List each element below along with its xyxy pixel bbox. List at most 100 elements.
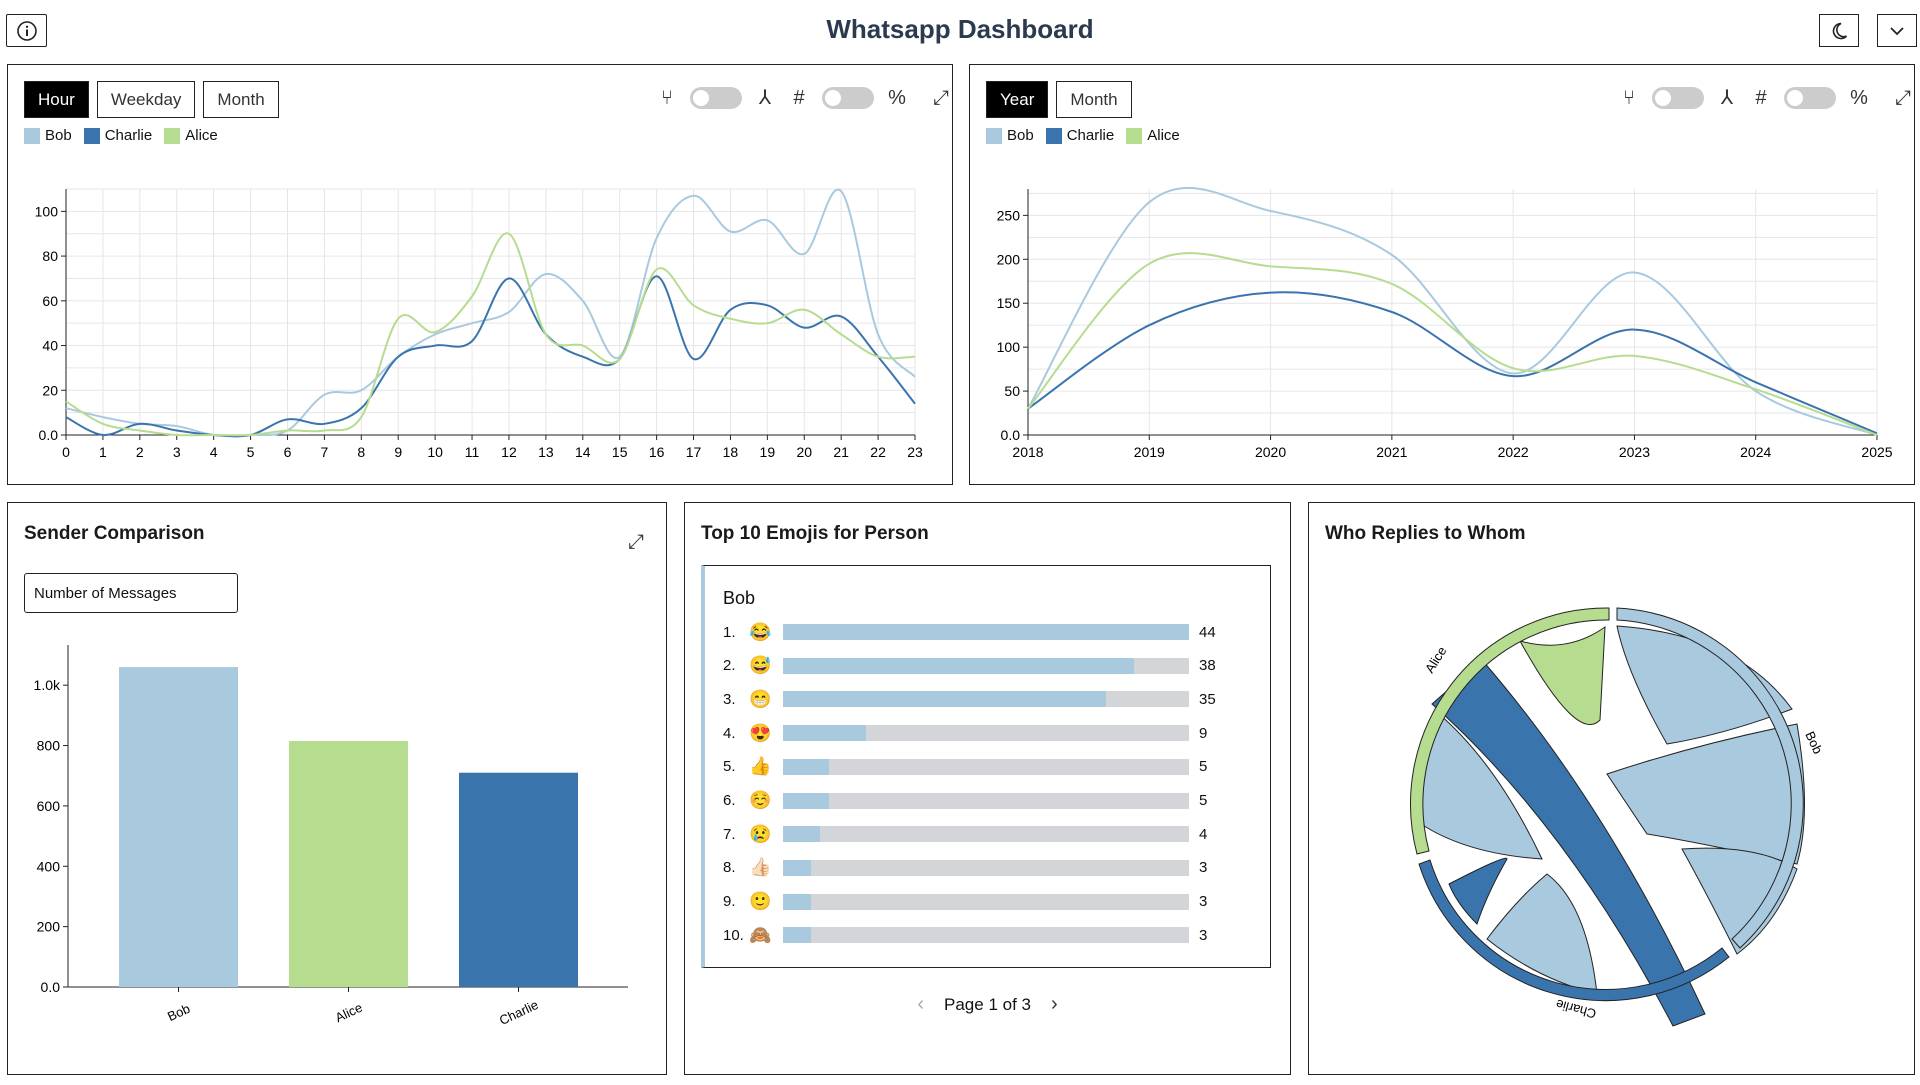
x-tick-label: 2020	[1255, 444, 1286, 460]
metric-select[interactable]: Number of Messages	[24, 573, 238, 613]
x-tick-label: 2018	[1012, 444, 1043, 460]
y-tick-label: 600	[37, 798, 61, 814]
emoji-bar-track	[783, 792, 1189, 809]
fork-icon[interactable]: ⑂	[661, 87, 673, 109]
y-tick-label: 1.0k	[34, 677, 61, 693]
chord-label-alice: Alice	[1422, 644, 1450, 676]
x-tick-label: 17	[686, 444, 702, 460]
chord-bob-charlie-lower[interactable]	[1681, 847, 1798, 955]
chord-label-bob: Bob	[1802, 729, 1825, 756]
chord-charlie-bob-bottom[interactable]	[1486, 873, 1598, 995]
y-tick-label: 100	[35, 203, 59, 219]
emoji-row: 6. ☺️ 5	[723, 790, 1219, 811]
emoji-glyph: 🙂	[749, 891, 772, 912]
emoji-row: 5. 👍 5	[723, 756, 1219, 777]
hash-icon[interactable]: #	[793, 87, 805, 109]
info-button[interactable]	[6, 14, 47, 47]
pagination: ‹ Page 1 of 3 ›	[685, 993, 1290, 1016]
expand-icon[interactable]: ⤢	[628, 531, 644, 553]
bar-charlie	[459, 772, 578, 987]
percent-toggle[interactable]	[822, 87, 874, 109]
fork-icon[interactable]: ⑂	[1623, 87, 1635, 109]
emoji-bar	[783, 893, 811, 910]
emoji-count: 5	[1199, 792, 1208, 809]
split-toggle[interactable]	[1652, 87, 1704, 109]
x-tick-label: 12	[501, 444, 517, 460]
chord-alice-bob[interactable]	[1518, 625, 1606, 725]
bar-alice	[289, 741, 408, 987]
legend-item-bob[interactable]: Bob	[24, 127, 72, 144]
top-emojis-panel: Top 10 Emojis for Person Bob 1. 😂 44 2. 😅…	[684, 502, 1291, 1075]
hour-chart-controls: ⑂ ⅄ # % ⤢	[656, 87, 952, 109]
menu-dropdown-button[interactable]	[1877, 14, 1917, 47]
tab-weekday[interactable]: Weekday	[96, 81, 196, 118]
year-line-chart: 0.0 50 100 150 200 250 2018 2019 2020 2021 2022 202…	[997, 186, 1893, 460]
x-tick-label: Alice	[333, 1000, 365, 1026]
hash-icon[interactable]: #	[1755, 87, 1767, 109]
emoji-rank: 4.	[723, 724, 736, 742]
legend-item-charlie[interactable]: Charlie	[83, 127, 152, 144]
panel-title: Sender Comparison	[24, 523, 205, 544]
legend-item-alice[interactable]: Alice	[1126, 127, 1180, 144]
emoji-count: 44	[1199, 623, 1216, 641]
emoji-rank: 10.	[723, 926, 744, 944]
emoji-count: 9	[1199, 724, 1208, 742]
bob-swatch	[24, 127, 40, 144]
tab-month[interactable]: Month	[203, 81, 279, 118]
x-tick-label: 15	[612, 444, 628, 460]
chord-bob-charlie-top[interactable]	[1606, 723, 1805, 865]
emoji-bar-track	[783, 657, 1189, 674]
chevron-left-icon[interactable]: ‹	[917, 993, 925, 1015]
emoji-row: 3. 😁 35	[723, 689, 1219, 709]
tab-month[interactable]: Month	[1056, 81, 1132, 118]
emoji-bar-track	[783, 927, 1189, 944]
emoji-bar-track	[783, 725, 1189, 742]
emoji-glyph: ☺️	[749, 790, 772, 810]
chord-charlie-bob[interactable]	[1431, 659, 1706, 1027]
emoji-glyph: 😅	[749, 655, 772, 676]
percent-toggle[interactable]	[1784, 87, 1836, 109]
emoji-bar-track	[783, 893, 1189, 910]
x-tick-label: 9	[394, 444, 402, 460]
x-tick-label: 10	[427, 444, 443, 460]
legend-label: Bob	[1007, 127, 1034, 144]
emoji-row: 9. 🙂 3	[723, 891, 1219, 912]
legend-item-alice[interactable]: Alice	[164, 127, 218, 144]
arc-bob[interactable]	[1616, 607, 1804, 949]
split-toggle[interactable]	[690, 87, 742, 109]
x-tick-label: 6	[284, 444, 292, 460]
merge-icon[interactable]: ⅄	[1720, 87, 1734, 109]
emoji-bar-track	[783, 691, 1189, 708]
emoji-count: 38	[1199, 657, 1216, 675]
series-line-alice	[65, 232, 916, 437]
legend-item-charlie[interactable]: Charlie	[1045, 127, 1114, 144]
y-tick-label: 0.0	[39, 427, 59, 443]
tab-year[interactable]: Year	[986, 81, 1049, 118]
expand-icon[interactable]: ⤢	[933, 87, 949, 109]
emoji-row: 7. 😢 4	[723, 824, 1219, 844]
chevron-right-icon[interactable]: ›	[1050, 993, 1058, 1015]
merge-icon[interactable]: ⅄	[758, 87, 772, 109]
arc-charlie[interactable]	[1418, 859, 1730, 1002]
percent-icon[interactable]: %	[1850, 87, 1868, 109]
emoji-row: 8. 👍🏻 3	[723, 857, 1219, 878]
tab-hour[interactable]: Hour	[24, 81, 89, 118]
x-tick-label: 1	[99, 444, 107, 460]
x-tick-label: 8	[357, 444, 365, 460]
chord-charlie-self[interactable]	[1448, 857, 1508, 925]
x-tick-label: 2025	[1861, 444, 1892, 460]
series-line-bob	[1027, 186, 1878, 436]
emoji-rank: 9.	[723, 893, 736, 911]
legend-item-bob[interactable]: Bob	[986, 127, 1034, 144]
emoji-glyph: 😁	[749, 688, 772, 709]
y-tick-label: 200	[997, 251, 1021, 267]
emoji-bar	[783, 859, 811, 876]
expand-icon[interactable]: ⤢	[1895, 87, 1911, 109]
panel-title: Top 10 Emojis for Person	[701, 523, 929, 544]
percent-icon[interactable]: %	[888, 87, 906, 109]
y-tick-label: 100	[997, 339, 1021, 355]
theme-toggle-button[interactable]	[1819, 14, 1859, 47]
reply-chord-panel: Who Replies to Whom Alice Bob Charlie	[1308, 502, 1915, 1075]
chord-diagram: Alice Bob Charlie	[1410, 607, 1826, 1027]
arc-alice[interactable]	[1410, 607, 1610, 855]
